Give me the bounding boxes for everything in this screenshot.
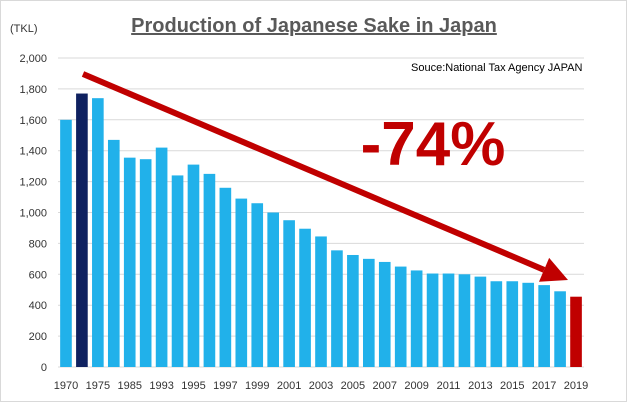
trend-arrow: [81, 71, 568, 282]
trend-arrow-head: [538, 257, 568, 282]
bar-2002: [299, 228, 311, 367]
bar-2013: [474, 276, 487, 367]
trend-arrow-shaft: [81, 71, 546, 273]
x-tick-label: 2003: [309, 380, 333, 392]
bar-1990: [139, 159, 152, 367]
bar-1993: [155, 147, 168, 367]
bar-2006: [363, 258, 375, 367]
bar-2019: [570, 296, 582, 367]
y-tick-label: 1,600: [19, 115, 47, 127]
unit-label: (TKL): [10, 23, 38, 35]
bar-2017: [538, 285, 550, 367]
bar-2008: [394, 266, 407, 367]
x-tick-label: 2011: [437, 380, 461, 392]
bar-1999: [251, 203, 264, 367]
bar-2010: [426, 273, 439, 367]
y-tick-label: 1,000: [19, 208, 47, 220]
bar-2016: [522, 282, 535, 367]
x-tick-label: 1993: [149, 380, 173, 392]
y-tick-label: 2,000: [19, 53, 47, 65]
x-tick-label: 2005: [341, 380, 365, 392]
bar-2007: [378, 261, 391, 367]
chart-title: Production of Japanese Sake in Japan: [131, 15, 497, 37]
bar-1980: [107, 139, 120, 367]
y-tick-label: 1,400: [19, 146, 47, 158]
x-axis-ticks: 1970 1975 1985 1993 1995 1997 1999 2001 2003 2005…: [54, 380, 589, 392]
x-tick-label: 1975: [86, 380, 110, 392]
y-tick-label: 1,200: [19, 177, 47, 189]
y-tick-label: 0: [41, 362, 47, 374]
x-tick-label: 2007: [373, 380, 397, 392]
y-tick-label: 200: [29, 331, 47, 343]
bar-2014: [490, 281, 503, 367]
bar-2018: [554, 291, 566, 367]
bar-1970: [60, 119, 72, 367]
x-tick-label: 2013: [468, 380, 492, 392]
bar-1975: [92, 98, 104, 368]
bar-1996: [203, 173, 216, 367]
x-tick-label: 2019: [564, 380, 588, 392]
x-tick-label: 2001: [277, 380, 301, 392]
y-tick-label: 800: [29, 238, 47, 250]
source-label: Souce:National Tax Agency JAPAN: [411, 62, 582, 74]
bar-1985: [123, 157, 136, 367]
x-tick-label: 2015: [500, 380, 524, 392]
bar-2001: [283, 220, 295, 367]
bar-1973: [76, 93, 88, 367]
x-tick-label: 1999: [245, 380, 269, 392]
bar-2000: [267, 212, 279, 367]
x-tick-label: 1997: [213, 380, 237, 392]
bar-2005: [347, 254, 359, 367]
bar-2004: [331, 250, 343, 367]
bar-2011: [442, 273, 455, 367]
x-tick-label: 1970: [54, 380, 78, 392]
bar-2015: [506, 281, 519, 367]
bar-2009: [410, 270, 423, 367]
bars: [60, 93, 582, 368]
y-tick-label: 600: [29, 269, 47, 281]
x-tick-label: 2017: [532, 380, 556, 392]
bar-2003: [315, 236, 327, 367]
percent-change-label: -74%: [361, 110, 506, 179]
bar-1998: [235, 198, 248, 367]
y-tick-label: 1,800: [19, 84, 47, 96]
bar-2012: [458, 274, 471, 367]
bar-1995: [187, 164, 200, 367]
y-tick-label: 400: [29, 300, 47, 312]
x-tick-label: 2009: [404, 380, 428, 392]
y-axis-ticks: 0 200 400 600 800 1,000 1,200 1,400 1,600 1,800 2,…: [19, 53, 47, 374]
bar-1994: [171, 175, 184, 367]
x-tick-label: 1985: [117, 380, 141, 392]
x-tick-label: 1995: [181, 380, 205, 392]
bar-1997: [219, 187, 232, 367]
